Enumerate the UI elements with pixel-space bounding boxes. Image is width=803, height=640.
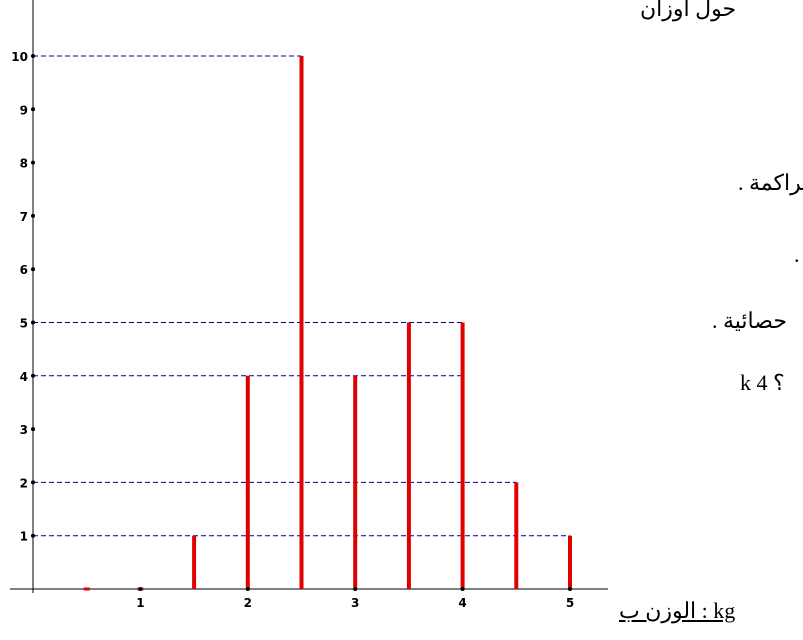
y-tick-mark <box>31 427 35 432</box>
y-tick-label: 2 <box>20 476 28 490</box>
x-tick-mark <box>353 587 358 591</box>
y-tick-labels: 1 2 3 4 5 6 7 8 9 10 <box>11 50 35 544</box>
x-tick-mark <box>568 587 572 591</box>
y-tick-mark <box>31 54 35 58</box>
cut-text-4: حصائية . <box>712 308 787 333</box>
y-tick-label: 6 <box>20 263 28 277</box>
y-tick-label: 4 <box>20 370 28 384</box>
y-tick-mark <box>31 533 35 538</box>
x-tick-label: 4 <box>458 596 466 610</box>
bars <box>83 56 572 591</box>
cut-text-1: حول أوزان <box>640 0 737 21</box>
x-tick-mark <box>245 587 250 591</box>
x-tick-mark <box>138 587 143 591</box>
y-tick-mark <box>31 480 35 485</box>
axes <box>10 0 608 593</box>
y-tick-label: 5 <box>20 317 28 331</box>
y-tick-mark <box>31 160 35 165</box>
cut-text-2: متراكمة . <box>738 170 803 195</box>
x-tick-label: 5 <box>566 596 574 610</box>
cut-text-5: ؟ 4 k <box>740 370 785 395</box>
x-tick-labels: 1 2 3 4 5 <box>136 587 574 610</box>
x-tick-label: 2 <box>244 596 252 610</box>
x-tick-label: 1 <box>136 596 144 610</box>
x-unit-label: الوزن ب : kg <box>619 598 736 623</box>
x-tick-label: 3 <box>351 596 359 610</box>
y-tick-mark <box>31 373 35 378</box>
y-tick-label: 3 <box>20 423 28 437</box>
y-tick-mark <box>31 213 35 218</box>
y-tick-label: 9 <box>20 103 28 117</box>
y-tick-label: 8 <box>20 157 28 171</box>
cut-text-3: . <box>794 242 800 267</box>
y-tick-label: 1 <box>20 530 28 544</box>
y-tick-label: 7 <box>20 210 28 224</box>
y-tick-mark <box>31 107 35 112</box>
y-tick-mark <box>31 320 35 325</box>
x-tick-mark <box>460 587 465 591</box>
y-tick-mark <box>31 267 35 272</box>
y-tick-label: 10 <box>11 50 28 64</box>
